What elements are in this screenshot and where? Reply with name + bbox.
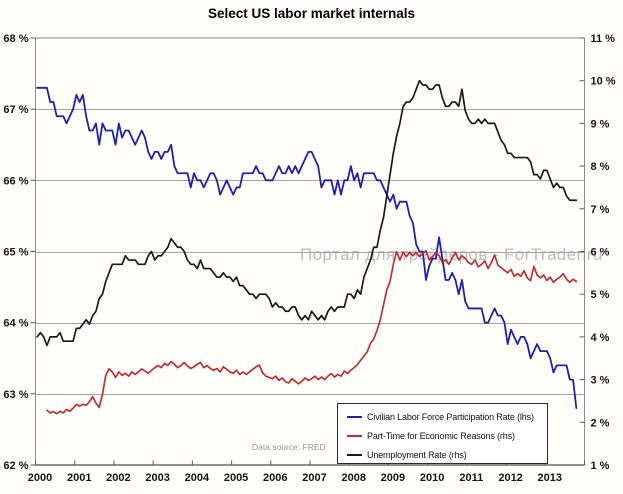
right-axis-tick-label: 8 % <box>591 161 610 173</box>
chart-title: Select US labor market internals <box>207 6 416 21</box>
legend-label: Unemployment Rate (rhs) <box>367 449 467 460</box>
legend-label: Civilian Labor Force Participation Rate … <box>367 411 534 422</box>
left-axis-tick-label: 63 % <box>3 389 28 401</box>
series-line-lhs <box>36 86 578 409</box>
x-axis-tick-label: 2010 <box>420 472 444 484</box>
left-axis-tick-label: 66 % <box>3 175 28 187</box>
x-axis-tick-label: 2002 <box>106 472 130 484</box>
x-axis-tick-label: 2008 <box>341 472 365 484</box>
x-axis-tick-label: 2011 <box>459 472 483 484</box>
x-axis-tick-label: 2004 <box>185 472 210 484</box>
right-axis-tick-label: 9 % <box>591 118 610 130</box>
legend-item-unemployment: Unemployment Rate (rhs) <box>338 445 547 464</box>
red-line-swatch <box>347 434 362 437</box>
right-axis-tick-label: 1 % <box>591 460 610 472</box>
right-axis-tick-label: 5 % <box>591 289 610 301</box>
x-axis-tick-label: 2003 <box>145 472 169 484</box>
right-axis-tick-label: 10 % <box>591 76 616 88</box>
series-line-rhs <box>36 79 578 347</box>
data-source-note: Data source: FRED <box>252 442 326 452</box>
left-axis-tick-label: 64 % <box>3 318 28 330</box>
legend: Civilian Labor Force Participation Rate … <box>337 403 548 464</box>
series-line-rhs <box>46 249 578 415</box>
plot-border <box>35 37 585 466</box>
left-axis-tick-label: 67 % <box>3 104 28 116</box>
x-axis-tick-label: 2013 <box>538 472 562 484</box>
left-axis-tick-label: 68 % <box>3 33 28 45</box>
x-axis-tick-label: 2000 <box>28 472 52 484</box>
right-axis-tick-label: 3 % <box>591 375 610 387</box>
legend-label: Part-Time for Economic Reasons (rhs) <box>367 430 515 441</box>
left-axis-tick-label: 62 % <box>3 460 28 472</box>
blue-line-swatch <box>347 415 362 418</box>
x-axis-tick-label: 2001 <box>67 472 91 484</box>
x-axis-tick-label: 2012 <box>498 472 522 484</box>
x-axis-tick-label: 2005 <box>224 472 248 484</box>
watermark-text: Портал для трейдеров - ForTrader.ru <box>300 245 603 264</box>
right-axis-tick-label: 11 % <box>591 33 616 45</box>
black-line-swatch <box>347 453 362 456</box>
right-axis-tick-label: 4 % <box>591 332 610 344</box>
right-axis-tick-label: 6 % <box>591 247 610 259</box>
x-axis-tick-label: 2007 <box>302 472 326 484</box>
legend-item-participation-rate: Civilian Labor Force Participation Rate … <box>338 407 547 426</box>
left-axis-tick-label: 65 % <box>3 247 28 259</box>
legend-item-part-time: Part-Time for Economic Reasons (rhs) <box>338 426 547 445</box>
x-axis-tick-label: 2009 <box>381 472 405 484</box>
right-axis-tick-label: 2 % <box>591 417 610 429</box>
x-axis-tick-label: 2006 <box>263 472 287 484</box>
right-axis-tick-label: 7 % <box>591 204 610 216</box>
